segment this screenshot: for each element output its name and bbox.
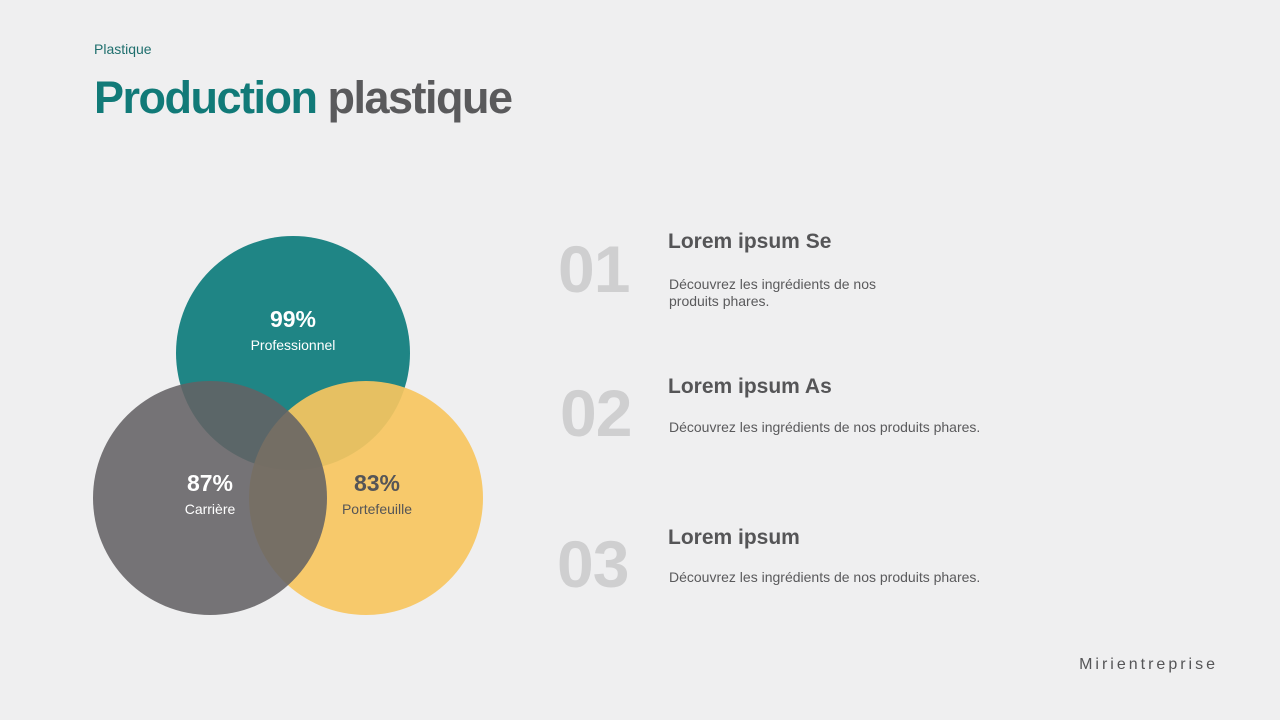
item-description: Découvrez les ingrédients de nos produit… [669, 419, 981, 435]
footer-brand: Mirientreprise [1079, 656, 1218, 673]
venn-label-professionnel: 99% Professionnel [213, 306, 373, 353]
venn-value: 87% [186, 470, 234, 496]
item-number: 01 [558, 232, 630, 306]
venn-value: 83% [353, 470, 401, 496]
item-description: Découvrez les ingrédients de nos produit… [669, 569, 981, 585]
circle-carriere [93, 381, 327, 615]
title-rest: plastique [327, 72, 514, 123]
item-number: 02 [560, 376, 632, 450]
item-number: 03 [557, 527, 629, 601]
venn-value: 99% [269, 306, 317, 332]
venn-caption: Portefeuille [341, 501, 413, 517]
title-accent: Production [94, 72, 318, 123]
item-title: Lorem ipsum As [668, 375, 832, 398]
venn-label-portefeuille: 83% Portefeuille [297, 470, 457, 517]
venn-caption: Professionnel [250, 337, 336, 353]
item-title: Lorem ipsum Se [668, 230, 832, 253]
item-description: Découvrez les ingrédients de nos produit… [669, 276, 877, 309]
venn-caption: Carrière [184, 501, 236, 517]
item-title: Lorem ipsum [668, 526, 800, 549]
page-title: Production plastique [94, 72, 514, 124]
eyebrow-label: Plastique [94, 41, 152, 57]
venn-label-carriere: 87% Carrière [130, 470, 290, 517]
